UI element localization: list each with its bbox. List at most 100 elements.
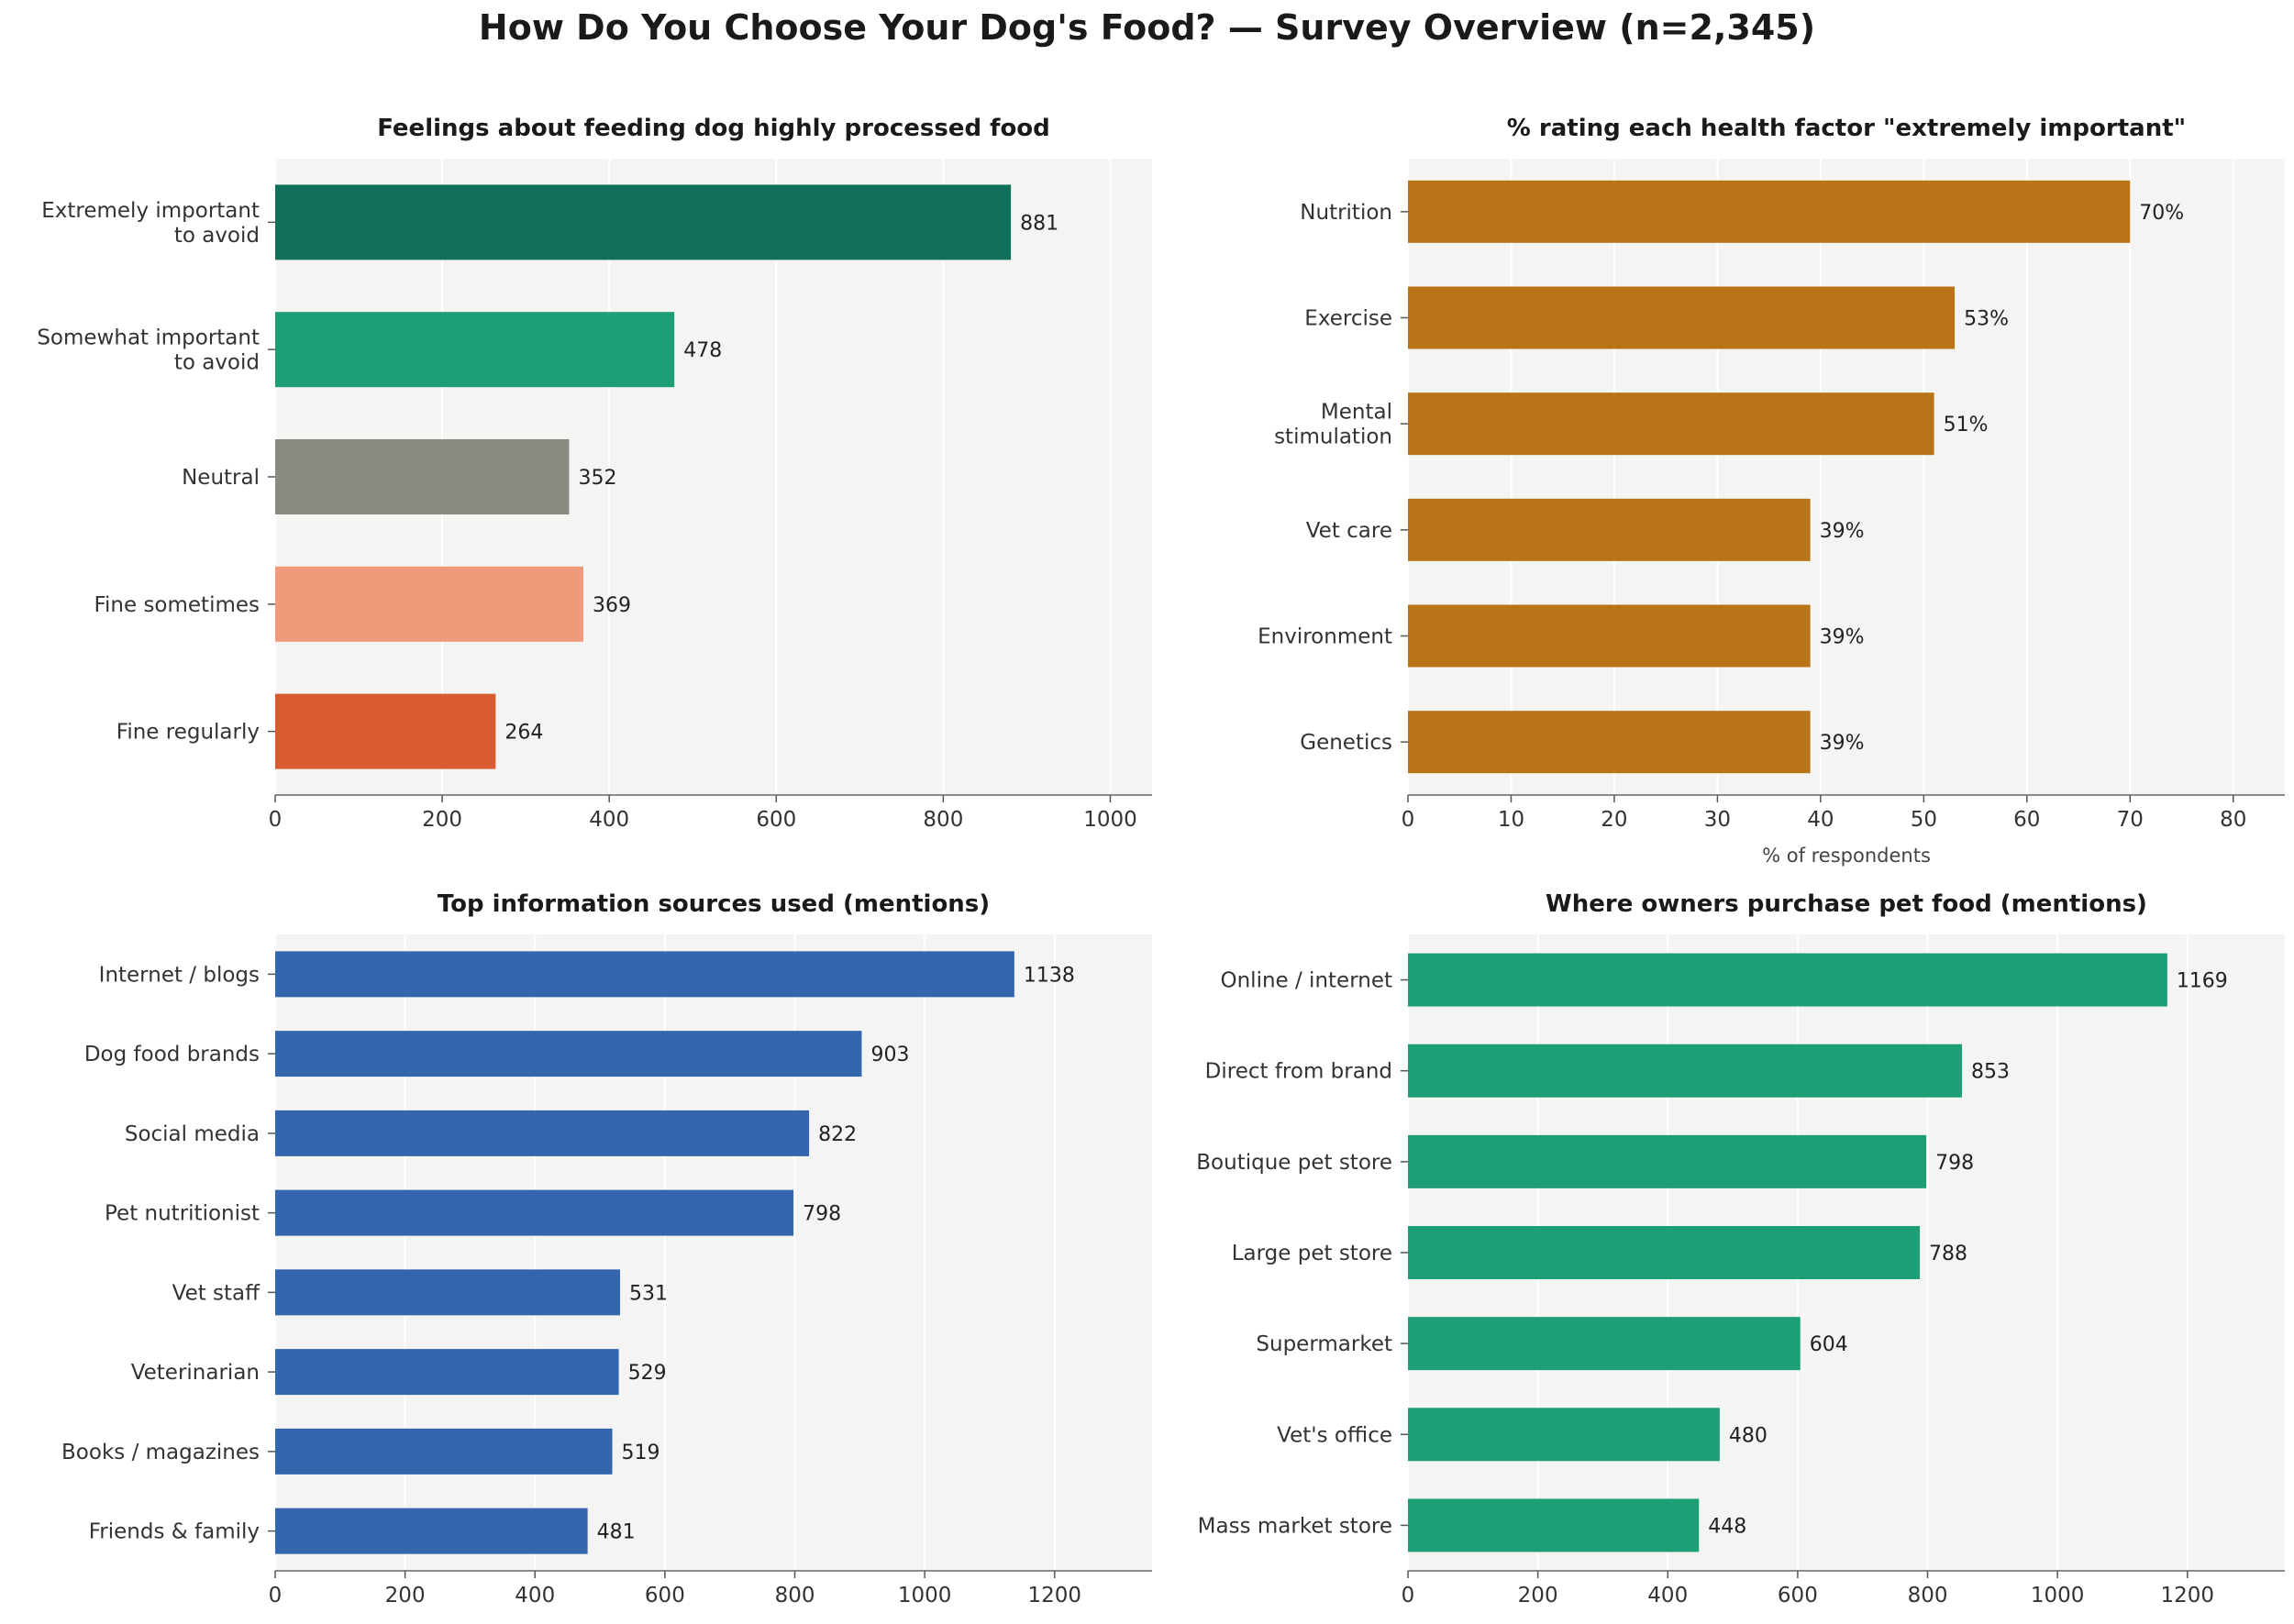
value-label: 903 xyxy=(870,1044,909,1066)
category-label: Social media xyxy=(125,1122,260,1146)
value-label: 481 xyxy=(597,1521,636,1544)
bar-vet-care xyxy=(1408,498,1811,561)
bar-mental-stimulation xyxy=(1408,392,1934,456)
x-tick-label: 400 xyxy=(589,808,629,832)
x-tick-label: 800 xyxy=(923,808,963,832)
category-label: Somewhat important to avoid xyxy=(37,326,260,375)
value-label: 531 xyxy=(629,1282,668,1305)
bar-direct-from-brand xyxy=(1408,1044,1963,1098)
bar-online-internet xyxy=(1408,953,2167,1007)
bar-books-magazines xyxy=(275,1428,613,1475)
value-label: 1138 xyxy=(1024,964,1075,987)
x-tick-label: 1200 xyxy=(1028,1584,1082,1607)
category-label: Large pet store xyxy=(1232,1242,1392,1265)
bar-boutique-pet-store xyxy=(1408,1134,1927,1188)
value-label: 604 xyxy=(1810,1333,1848,1356)
x-axis-label: % of respondents xyxy=(1762,845,1931,867)
x-tick-label: 0 xyxy=(269,808,283,832)
value-label: 881 xyxy=(1020,212,1058,235)
category-label: Pet nutritionist xyxy=(105,1202,260,1226)
bar-fine-sometimes xyxy=(275,566,583,642)
category-label: Exercise xyxy=(1304,307,1392,331)
x-tick-label: 0 xyxy=(269,1584,283,1607)
value-label: 39% xyxy=(1820,626,1865,649)
bar-fine-regularly xyxy=(275,693,496,769)
category-label: Dog food brands xyxy=(84,1043,260,1066)
value-label: 529 xyxy=(628,1362,667,1385)
value-label: 369 xyxy=(593,594,631,617)
bar-genetics xyxy=(1408,711,1811,774)
x-tick-label: 20 xyxy=(1601,808,1627,832)
category-label: Online / internet xyxy=(1221,969,1393,993)
x-tick-label: 1200 xyxy=(2161,1584,2215,1607)
x-tick-label: 1000 xyxy=(898,1584,952,1607)
bar-friends-family xyxy=(275,1508,588,1554)
category-label: Fine regularly xyxy=(116,721,260,745)
bar-dog-food-brands xyxy=(275,1031,862,1077)
category-label: Vet care xyxy=(1306,519,1392,543)
x-tick-label: 10 xyxy=(1498,808,1524,832)
x-tick-label: 0 xyxy=(1402,808,1415,832)
value-label: 1169 xyxy=(2177,970,2228,993)
bar-pet-nutritionist xyxy=(275,1189,794,1236)
category-label: Friends & family xyxy=(89,1520,260,1544)
bar-supermarket xyxy=(1408,1317,1801,1371)
value-label: 788 xyxy=(1929,1243,1967,1265)
category-label: Vet's office xyxy=(1277,1423,1392,1447)
bar-internet-blogs xyxy=(275,951,1014,998)
category-label: Veterinarian xyxy=(131,1361,260,1385)
value-label: 822 xyxy=(818,1123,857,1146)
category-label: Supermarket xyxy=(1256,1332,1392,1356)
category-label: Mental stimulation xyxy=(1274,401,1392,449)
x-tick-label: 1000 xyxy=(2031,1584,2085,1607)
x-tick-label: 400 xyxy=(515,1584,555,1607)
value-label: 480 xyxy=(1729,1424,1768,1447)
chart-processed-food-feelings: Feelings about feeding dog highly proces… xyxy=(37,115,1152,832)
panel-title: Where owners purchase pet food (mentions… xyxy=(1546,890,2147,918)
bar-vet-s-office xyxy=(1408,1408,1720,1462)
category-label: Mass market store xyxy=(1198,1514,1392,1538)
category-label: Environment xyxy=(1258,625,1392,649)
value-label: 53% xyxy=(1964,308,2009,331)
value-label: 798 xyxy=(803,1203,841,1226)
x-tick-label: 600 xyxy=(645,1584,685,1607)
value-label: 448 xyxy=(1708,1515,1746,1538)
x-tick-label: 1000 xyxy=(1083,808,1137,832)
x-tick-label: 0 xyxy=(1402,1584,1415,1607)
bar-social-media xyxy=(275,1110,810,1156)
value-label: 798 xyxy=(1935,1152,1974,1175)
x-tick-label: 30 xyxy=(1704,808,1731,832)
bar-nutrition xyxy=(1408,180,2131,243)
bar-environment xyxy=(1408,604,1811,668)
category-label: Genetics xyxy=(1300,731,1392,755)
bar-neutral xyxy=(275,439,570,514)
chart-information-sources: Top information sources used (mentions) I… xyxy=(61,890,1152,1607)
chart-health-factors: % rating each health factor "extremely i… xyxy=(1258,115,2285,867)
x-tick-label: 60 xyxy=(2013,808,2040,832)
value-label: 39% xyxy=(1820,732,1865,755)
x-tick-label: 600 xyxy=(1778,1584,1818,1607)
category-label: Vet staff xyxy=(172,1281,261,1305)
value-label: 51% xyxy=(1944,414,1989,436)
figure-title: How Do You Choose Your Dog's Food? — Sur… xyxy=(478,7,1816,48)
panel-title: % rating each health factor "extremely i… xyxy=(1507,115,2186,142)
x-tick-label: 200 xyxy=(422,808,462,832)
x-tick-label: 800 xyxy=(775,1584,815,1607)
category-label: Direct from brand xyxy=(1205,1060,1392,1084)
value-label: 478 xyxy=(683,339,722,362)
category-label: Nutrition xyxy=(1300,201,1392,225)
bar-vet-staff xyxy=(275,1269,621,1316)
x-tick-label: 50 xyxy=(1911,808,1937,832)
x-tick-label: 400 xyxy=(1647,1584,1688,1607)
x-tick-label: 200 xyxy=(1518,1584,1558,1607)
value-label: 352 xyxy=(578,467,616,490)
plot-area xyxy=(1408,159,2285,795)
value-label: 70% xyxy=(2139,202,2184,225)
panel-title: Top information sources used (mentions) xyxy=(438,890,990,918)
value-label: 853 xyxy=(1971,1061,2010,1084)
x-tick-label: 200 xyxy=(385,1584,426,1607)
category-label: Neutral xyxy=(182,466,260,490)
bar-extremely-important-to-avoid xyxy=(275,184,1012,260)
